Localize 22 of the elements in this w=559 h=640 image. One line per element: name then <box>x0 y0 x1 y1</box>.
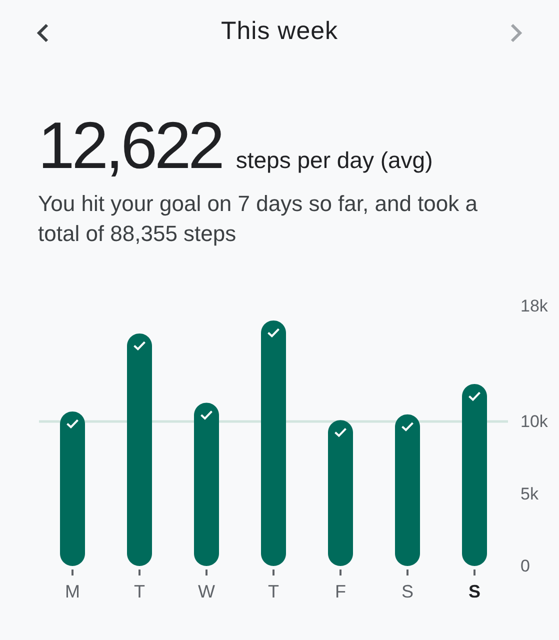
x-tick-label: S <box>401 582 414 602</box>
y-tick-label: 0 <box>520 556 530 576</box>
bar <box>395 414 420 566</box>
bar <box>328 420 353 566</box>
x-tick-label: T <box>268 582 279 602</box>
text: You hit your goal on 7 days so far, and took a total of 88,355 steps <box>38 190 478 248</box>
y-tick-label: 10k <box>520 412 548 432</box>
bar <box>127 333 152 566</box>
x-tick-label: W <box>198 582 215 602</box>
text: steps per day (avg) <box>236 147 433 173</box>
y-tick-label: 18k <box>520 296 548 316</box>
y-tick-label: 5k <box>520 484 539 504</box>
chart-title: This week <box>220 17 340 45</box>
bar <box>462 384 487 566</box>
text: 12,622 <box>38 108 222 182</box>
bar <box>60 411 85 566</box>
bar <box>194 402 219 566</box>
x-tick-label: M <box>65 582 80 602</box>
x-tick-label: S <box>468 582 481 602</box>
x-tick-label: T <box>134 582 145 602</box>
bar <box>261 320 286 566</box>
x-tick-label: F <box>335 582 346 602</box>
